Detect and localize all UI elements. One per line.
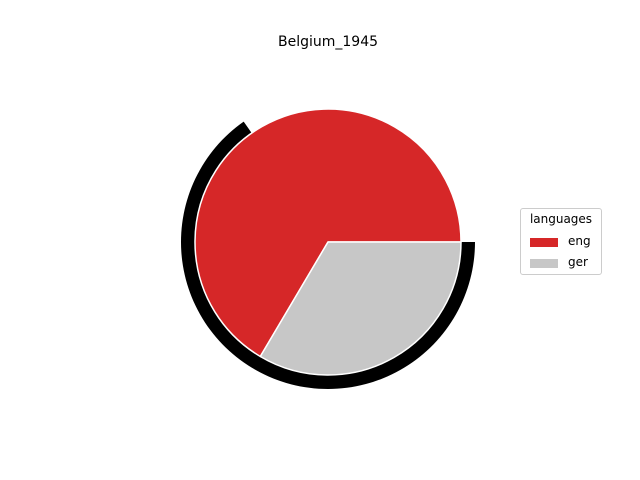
legend-swatch-eng [530,238,558,247]
pie-slices [194,108,462,376]
legend-item-ger: ger [530,255,600,271]
pie-slice-ger [259,241,462,376]
legend-title: languages [529,212,593,226]
legend-swatch-ger [530,259,558,268]
pie-slice-eng [194,108,462,358]
legend-item-eng: eng [530,234,600,250]
legend: languages eng ger [520,208,602,275]
chart-title: Belgium_1945 [277,34,379,50]
legend-label-ger: ger [568,255,588,269]
legend-label-eng: eng [568,234,591,248]
